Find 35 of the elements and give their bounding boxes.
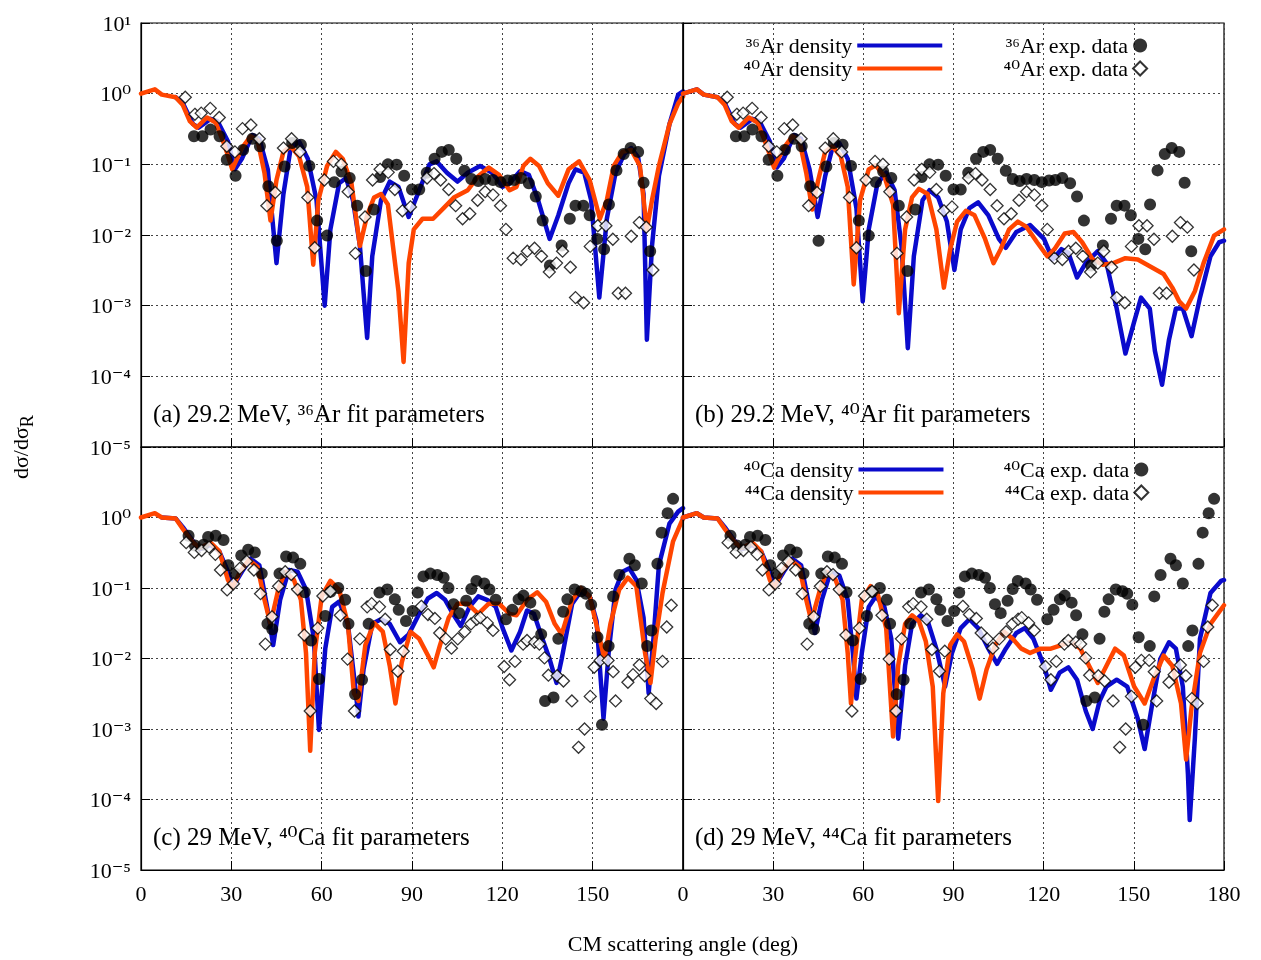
annotation: (b) 29.2 MeV, ⁴⁰Ar fit parameters: [695, 400, 1031, 428]
x-tick-label: 0: [677, 880, 689, 906]
y-tick-label: 10⁰: [100, 81, 132, 107]
x-tick-label: 180: [1207, 880, 1241, 906]
x-tick-label: 120: [1027, 880, 1061, 906]
y-tick-label: 10⁰: [100, 505, 132, 530]
annotation: (c) 29 MeV, ⁴⁰Ca fit parameters: [153, 823, 470, 851]
x-tick-label: 60: [852, 880, 875, 906]
x-tick-label: 150: [576, 880, 610, 906]
x-tick-label: 0: [135, 880, 147, 906]
x-tick-label: 150: [1117, 880, 1151, 906]
legend-label: ⁴⁰Ca density: [743, 457, 854, 482]
legend-label: ⁴⁰Ca exp. data: [1003, 457, 1130, 482]
x-tick-label: 120: [485, 880, 519, 906]
y-tick-label: 10⁻²: [90, 222, 132, 248]
y-tick-label: 10⁻¹: [90, 575, 131, 601]
y-tick-label: 10⁻⁵: [89, 434, 131, 460]
x-tick-label: 60: [310, 880, 333, 906]
x-tick-label: 90: [401, 880, 423, 906]
x-tick-label: 30: [220, 880, 243, 906]
legend-label: ³⁶Ar density: [745, 33, 853, 58]
annotation: (d) 29 MeV, ⁴⁴Ca fit parameters: [695, 823, 1012, 851]
x-axis-title: CM scattering angle (deg): [567, 930, 799, 956]
y-tick-label: 10⁻³: [90, 293, 132, 319]
y-tick-label: 10⁻⁴: [89, 363, 132, 389]
y-tick-label: 10⁻⁵: [89, 857, 131, 883]
y-tick-label: 10⁻³: [90, 716, 132, 742]
x-tick-label: 30: [762, 880, 785, 906]
y-tick-label: 10⁻²: [90, 646, 132, 671]
y-tick-label: 10⁻¹: [90, 151, 131, 177]
y-tick-label: 10¹: [102, 10, 131, 36]
x-tick-label: 90: [942, 880, 965, 906]
annotation: (a) 29.2 MeV, ³⁶Ar fit parameters: [153, 400, 485, 428]
y-tick-label: 10⁻⁴: [89, 787, 132, 812]
legend-label: ³⁶Ar exp. data: [1005, 33, 1129, 58]
